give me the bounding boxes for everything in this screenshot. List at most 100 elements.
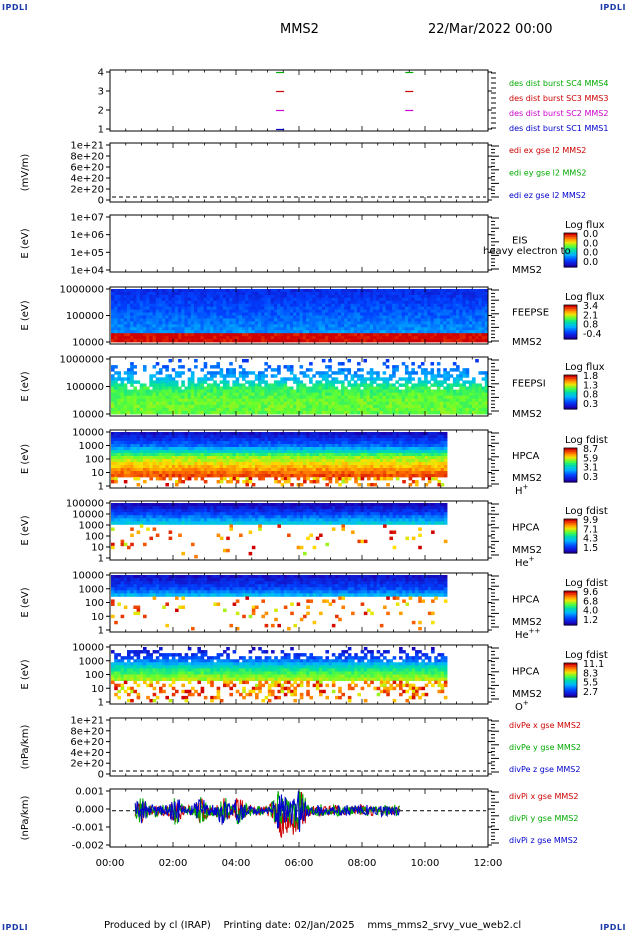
heatmap-cell <box>139 294 144 299</box>
heatmap-cell <box>318 324 323 328</box>
heatmap-cell <box>226 432 230 436</box>
heatmap-cell <box>210 453 214 457</box>
panel-frame <box>109 142 489 203</box>
heatmap-cell <box>200 395 205 400</box>
heatmap-cell <box>261 321 265 325</box>
heatmap-cell <box>181 309 185 313</box>
heatmap-cell <box>133 450 138 454</box>
heatmap-cell <box>318 312 323 316</box>
heatmap-cell <box>369 291 374 296</box>
heatmap-cell <box>331 398 336 403</box>
heatmap-cell <box>360 294 364 299</box>
heatmap-cell <box>411 395 415 400</box>
heatmap-cell <box>133 371 137 375</box>
heatmap-cell <box>149 471 154 475</box>
heatmap-cell <box>181 303 185 308</box>
heatmap-cell <box>174 339 179 343</box>
heatmap-cell <box>392 404 396 409</box>
heatmap-cell <box>203 462 208 466</box>
heatmap-cell <box>443 327 447 331</box>
heatmap-cell <box>430 289 435 293</box>
heatmap-cell <box>452 380 457 384</box>
heatmap-cell <box>187 324 192 328</box>
heatmap-cell <box>133 407 137 412</box>
heatmap-cell <box>126 315 131 319</box>
heatmap-cell <box>302 389 307 394</box>
heatmap-cell <box>286 327 291 331</box>
heatmap-cell <box>210 297 214 302</box>
heatmap-cell <box>171 401 176 406</box>
heatmap-cell <box>248 309 252 313</box>
heatmap-cell <box>133 297 137 302</box>
heatmap-cell <box>219 297 224 302</box>
heatmap-cell <box>232 456 237 460</box>
heatmap-cell <box>286 333 291 337</box>
heatmap-cell <box>331 404 336 409</box>
heatmap-cell <box>309 309 313 313</box>
heatmap-cell <box>149 404 153 409</box>
heatmap-cell <box>143 459 147 463</box>
heatmap-cell <box>440 380 444 384</box>
heatmap-cell <box>162 330 166 334</box>
heatmap-cell <box>117 407 121 412</box>
heatmap-cell <box>168 315 173 319</box>
heatmap-cell <box>436 309 441 313</box>
heatmap-cell <box>398 321 403 325</box>
colorbar-cell <box>564 247 577 251</box>
heatmap-cell <box>213 395 217 400</box>
heatmap-cell <box>190 300 195 305</box>
heatmap-cell <box>238 383 243 387</box>
heatmap-cell <box>120 447 125 451</box>
heatmap-cell <box>245 468 250 472</box>
heatmap-cell <box>155 459 160 463</box>
heatmap-cell <box>369 294 374 299</box>
heatmap-cell <box>251 438 256 442</box>
heatmap-cell <box>219 303 224 308</box>
heatmap-cell <box>136 447 141 451</box>
heatmap-cell <box>245 456 250 460</box>
heatmap-cell <box>229 432 234 436</box>
heatmap-cell <box>117 450 122 454</box>
heatmap-cell <box>114 432 118 436</box>
heatmap-cell <box>388 374 393 378</box>
heatmap-cell <box>213 315 217 319</box>
heatmap-cell <box>366 309 371 313</box>
heatmap-cell <box>337 303 342 308</box>
heatmap-cell <box>142 368 147 372</box>
heatmap-cell <box>210 291 214 296</box>
heatmap-cell <box>398 306 403 311</box>
heatmap-cell <box>357 303 361 308</box>
heatmap-cell <box>430 389 435 394</box>
heatmap-cell <box>481 327 486 331</box>
heatmap-cell <box>481 401 486 406</box>
heatmap-cell <box>203 300 208 305</box>
heatmap-cell <box>248 380 252 384</box>
heatmap-cell <box>337 291 342 296</box>
heatmap-cell <box>171 456 176 460</box>
heatmap-cell <box>248 444 253 448</box>
heatmap-cell <box>302 315 307 319</box>
heatmap-cell <box>289 407 294 412</box>
heatmap-cell <box>155 398 160 403</box>
heatmap-cell <box>117 432 122 436</box>
heatmap-cell <box>114 336 118 340</box>
heatmap-cell <box>299 303 304 308</box>
heatmap-cell <box>401 395 406 400</box>
heatmap-cell <box>226 324 230 328</box>
heatmap-cell <box>395 297 399 302</box>
heatmap-cell <box>213 410 217 415</box>
heatmap-cell <box>152 471 157 475</box>
heatmap-cell <box>430 407 435 412</box>
heatmap-cell <box>162 303 166 308</box>
heatmap-cell <box>270 303 275 308</box>
heatmap-cell <box>126 339 131 343</box>
heatmap-cell <box>190 294 195 299</box>
heatmap-cell <box>430 327 435 331</box>
heatmap-cell <box>283 339 288 343</box>
heatmap-cell <box>385 327 390 331</box>
heatmap-cell <box>126 410 131 415</box>
heatmap-cell <box>472 410 476 415</box>
heatmap-cell <box>456 297 460 302</box>
heatmap-cell <box>165 318 169 322</box>
heatmap-cell <box>155 383 160 387</box>
